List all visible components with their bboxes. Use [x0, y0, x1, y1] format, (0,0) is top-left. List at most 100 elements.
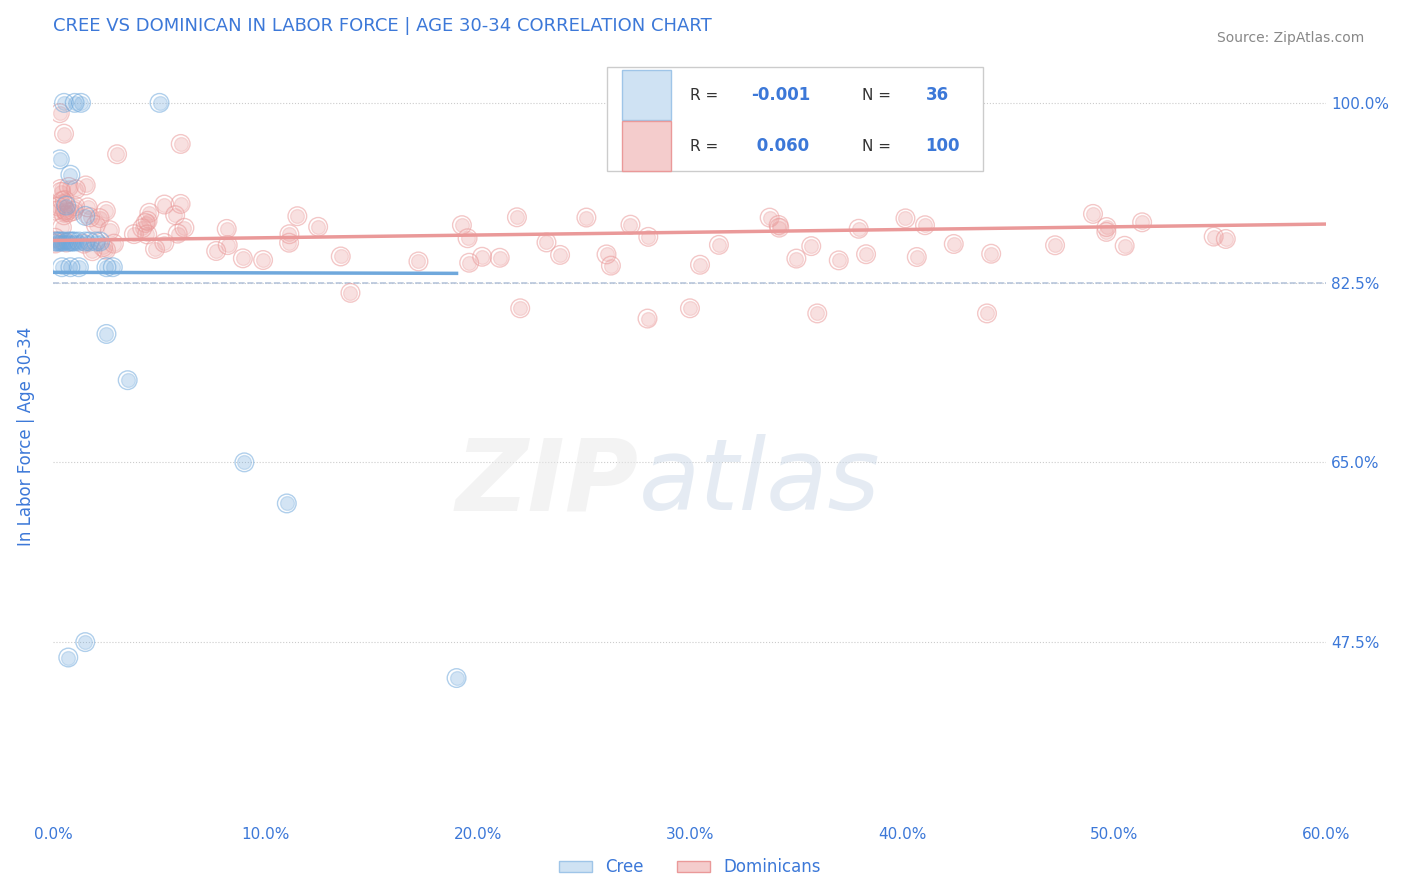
Point [46, 235, 69, 249]
Point [58, 650, 80, 665]
Point [45, 203, 67, 218]
Point [79, 235, 101, 249]
Point [45, 235, 67, 249]
Point [548, 248, 571, 262]
Point [79, 211, 101, 225]
Point [785, 252, 807, 266]
Point [58, 235, 80, 249]
Point [800, 239, 823, 253]
Point [62, 204, 84, 219]
Point [53, 193, 76, 207]
Point [170, 136, 193, 151]
Point [980, 246, 1002, 260]
Point [855, 247, 877, 261]
Point [122, 227, 145, 241]
Point [1202, 229, 1225, 244]
Point [768, 218, 790, 232]
Point [136, 227, 159, 242]
Point [637, 230, 659, 244]
Point [233, 455, 256, 469]
Point [1202, 229, 1225, 244]
Point [59, 168, 82, 182]
Point [59, 260, 82, 275]
Point [63, 199, 86, 213]
Point [689, 258, 711, 272]
Point [942, 237, 965, 252]
Point [98, 223, 121, 237]
Point [51, 235, 73, 249]
Point [63, 95, 86, 110]
Point [575, 211, 598, 225]
Point [278, 227, 301, 242]
Point [855, 247, 877, 261]
Point [536, 235, 558, 250]
Point [1095, 220, 1118, 235]
Point [53, 203, 76, 218]
Point [53, 208, 76, 222]
Point [94, 204, 117, 219]
Point [44, 231, 66, 245]
Point [488, 251, 510, 265]
Point [58, 180, 80, 194]
Point [96, 260, 118, 275]
Point [53, 208, 76, 222]
Point [53, 127, 76, 141]
Point [1081, 207, 1104, 221]
Point [679, 301, 702, 316]
Point [44, 236, 66, 251]
Point [848, 221, 870, 235]
Point [53, 95, 76, 110]
Point [619, 218, 641, 232]
Point [49, 106, 72, 120]
Point [707, 237, 730, 252]
Point [408, 254, 430, 268]
Point [75, 235, 97, 249]
Text: CREE VS DOMINICAN IN LABOR FORCE | AGE 30-34 CORRELATION CHART: CREE VS DOMINICAN IN LABOR FORCE | AGE 3… [53, 17, 713, 35]
Text: Source: ZipAtlas.com: Source: ZipAtlas.com [1216, 31, 1364, 45]
Point [1095, 225, 1118, 239]
Point [458, 256, 481, 270]
Point [894, 211, 917, 226]
Point [548, 248, 571, 262]
Point [252, 253, 274, 268]
Point [806, 306, 828, 320]
Point [79, 235, 101, 249]
Point [75, 235, 97, 249]
Point [49, 182, 72, 196]
Point [67, 235, 90, 249]
Point [165, 208, 187, 222]
Point [894, 211, 917, 226]
Point [105, 147, 128, 161]
Point [136, 214, 159, 228]
Point [166, 227, 188, 241]
Point [55, 198, 77, 212]
Point [94, 243, 117, 257]
Point [53, 127, 76, 141]
Point [451, 218, 474, 232]
Point [49, 235, 72, 249]
Point [637, 230, 659, 244]
Point [252, 253, 274, 268]
Point [89, 211, 111, 225]
Text: 100: 100 [925, 137, 960, 155]
Point [1095, 225, 1118, 239]
Point [506, 211, 529, 225]
Point [848, 221, 870, 235]
Point [76, 200, 98, 214]
Point [122, 227, 145, 241]
Point [53, 95, 76, 110]
Point [82, 244, 104, 259]
Point [136, 227, 159, 242]
Point [51, 220, 73, 235]
Point [215, 222, 238, 236]
Point [82, 244, 104, 259]
Point [329, 250, 352, 264]
Point [96, 260, 118, 275]
Point [51, 235, 73, 249]
Point [51, 260, 73, 275]
Point [94, 243, 117, 257]
Point [73, 236, 96, 251]
Text: 36: 36 [925, 86, 949, 104]
Text: N =: N = [862, 138, 896, 153]
Point [101, 260, 124, 275]
